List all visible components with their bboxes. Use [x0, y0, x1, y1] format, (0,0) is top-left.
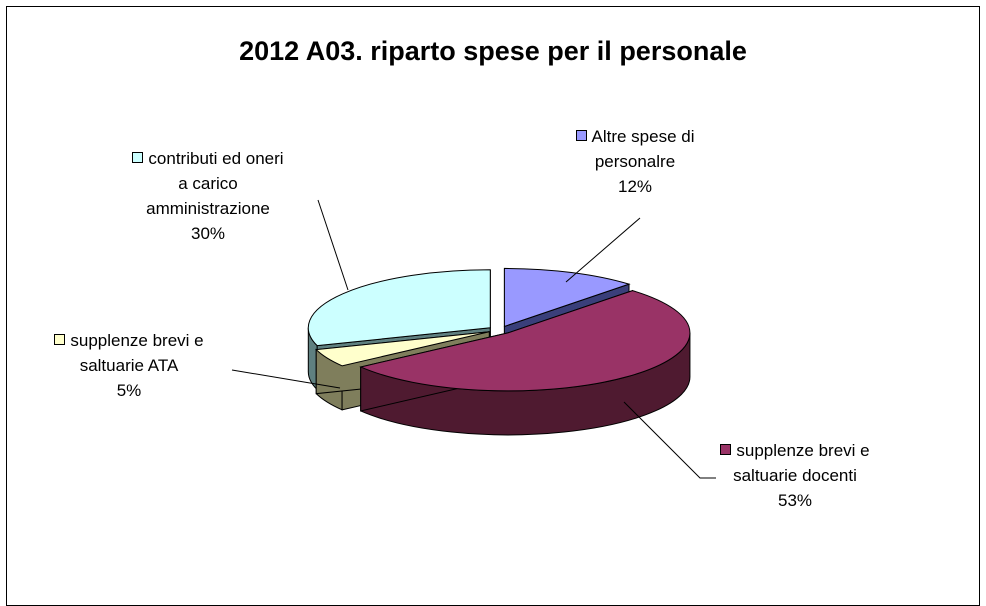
- slice-altre-spese: [503, 267, 631, 328]
- legend-swatch: [132, 152, 144, 163]
- leader-altre-spese: [565, 217, 641, 283]
- pie-chart: [231, 199, 716, 479]
- leader-supplenze-ata: [231, 369, 341, 389]
- slice-supplenze-ata: [315, 331, 490, 367]
- legend-swatch: [54, 334, 66, 345]
- legend-swatch: [575, 130, 587, 141]
- label-supplenze-ata: supplenze brevi e saltuarie ATA 5%: [34, 328, 224, 403]
- chart-area: [6, 6, 980, 606]
- slice-supplenze-docenti: [359, 290, 691, 392]
- leader-contributi: [317, 199, 349, 291]
- pie-tops: [307, 267, 691, 392]
- leader-supplenze-docenti: [623, 401, 716, 479]
- legend-swatch: [720, 444, 732, 455]
- slice-contributi: [307, 269, 491, 347]
- label-contributi: contributi ed oneri a carico amministraz…: [118, 146, 298, 246]
- chart-title: 2012 A03. riparto spese per il personale: [239, 36, 747, 66]
- label-altre-spese: Altre spese di personalre 12%: [560, 124, 710, 199]
- label-supplenze-docenti: supplenze brevi e saltuarie docenti 53%: [700, 438, 890, 513]
